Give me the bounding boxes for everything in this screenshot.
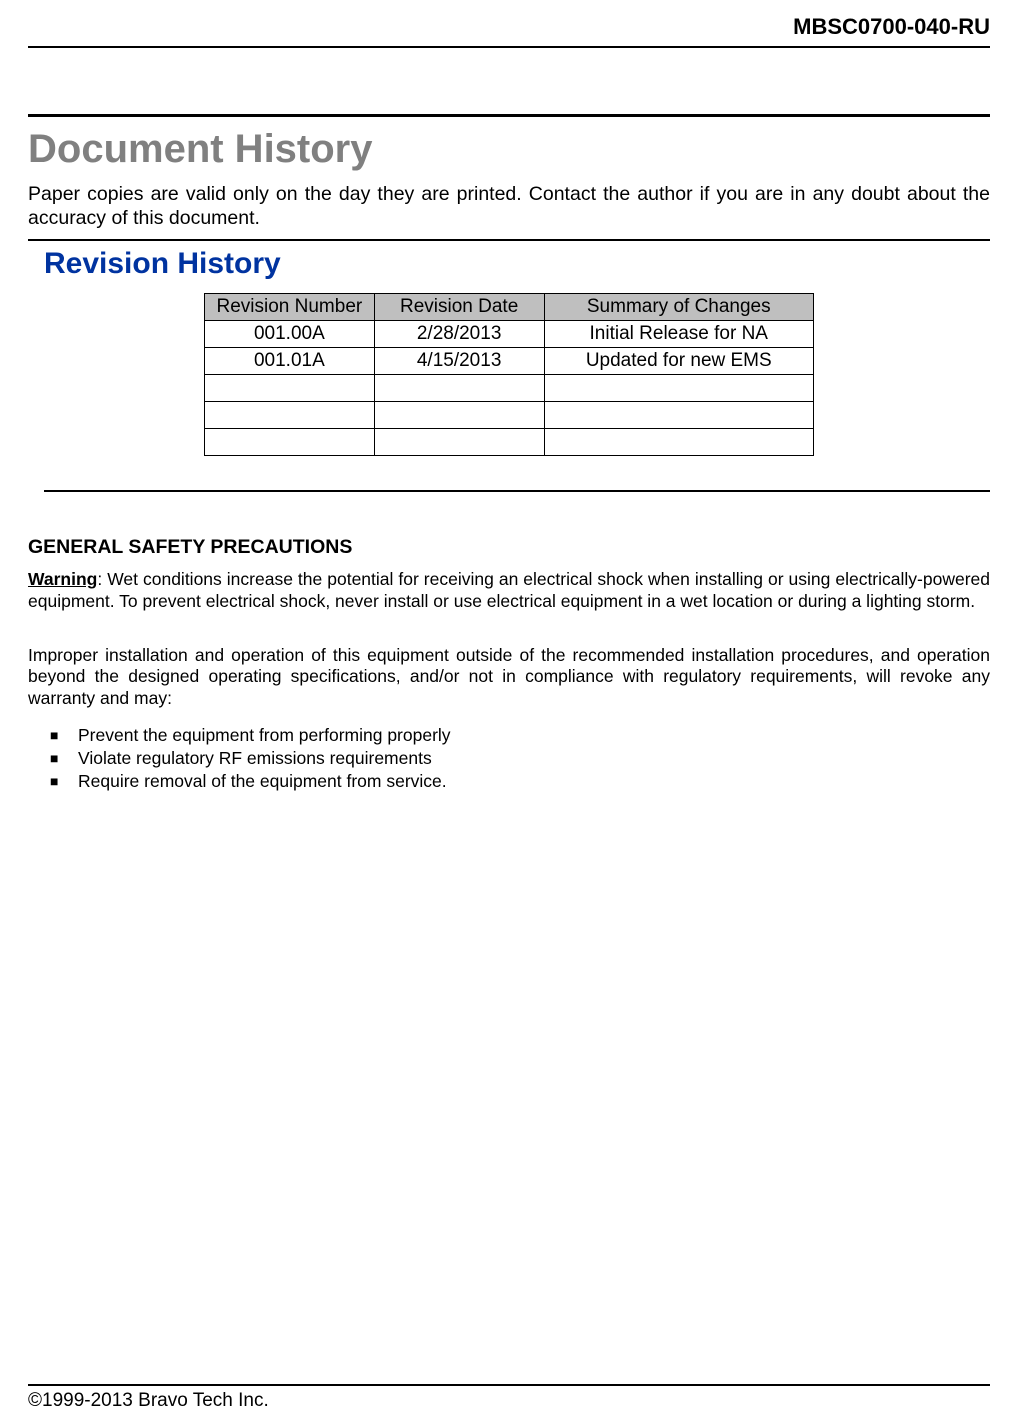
intro-paragraph: Paper copies are valid only on the day t… [28, 182, 990, 231]
doc-code: MBSC0700-040-RU [793, 14, 990, 39]
safety-bullet-list: Prevent the equipment from performing pr… [28, 724, 990, 792]
copyright-text: ©1999-2013 Bravo Tech Inc. [28, 1390, 269, 1411]
warning-text: : Wet conditions increase the potential … [28, 569, 990, 611]
warning-label: Warning [28, 569, 97, 589]
top-rule [28, 114, 990, 117]
improper-paragraph: Improper installation and operation of t… [28, 645, 990, 711]
section-rule-bottom [44, 490, 990, 492]
section-rule-top [28, 239, 990, 241]
cell-revision-number [205, 374, 375, 401]
cell-revision-number [205, 401, 375, 428]
header-bar: MBSC0700-040-RU [28, 0, 990, 48]
document-title: Document History [28, 127, 990, 172]
cell-revision-number: 001.01A [205, 347, 375, 374]
table-row [205, 401, 814, 428]
table-row: 001.00A 2/28/2013 Initial Release for NA [205, 320, 814, 347]
footer: ©1999-2013 Bravo Tech Inc. [28, 1384, 990, 1412]
warning-paragraph: Warning: Wet conditions increase the pot… [28, 569, 990, 613]
cell-summary: Initial Release for NA [544, 320, 813, 347]
cell-summary: Updated for new EMS [544, 347, 813, 374]
col-header-revision-date: Revision Date [374, 293, 544, 320]
table-row [205, 374, 814, 401]
list-item: Violate regulatory RF emissions requirem… [50, 747, 990, 770]
col-header-summary: Summary of Changes [544, 293, 813, 320]
cell-revision-date [374, 428, 544, 455]
revision-table: Revision Number Revision Date Summary of… [204, 293, 814, 456]
list-item: Prevent the equipment from performing pr… [50, 724, 990, 747]
cell-revision-number [205, 428, 375, 455]
cell-summary [544, 374, 813, 401]
table-row [205, 428, 814, 455]
list-item: Require removal of the equipment from se… [50, 770, 990, 793]
safety-precautions-title: GENERAL SAFETY PRECAUTIONS [28, 536, 990, 559]
col-header-revision-number: Revision Number [205, 293, 375, 320]
cell-revision-date [374, 374, 544, 401]
table-row: 001.01A 4/15/2013 Updated for new EMS [205, 347, 814, 374]
cell-revision-date: 4/15/2013 [374, 347, 544, 374]
cell-summary [544, 401, 813, 428]
cell-revision-date [374, 401, 544, 428]
table-header-row: Revision Number Revision Date Summary of… [205, 293, 814, 320]
cell-revision-date: 2/28/2013 [374, 320, 544, 347]
cell-summary [544, 428, 813, 455]
revision-history-title: Revision History [44, 247, 990, 281]
cell-revision-number: 001.00A [205, 320, 375, 347]
